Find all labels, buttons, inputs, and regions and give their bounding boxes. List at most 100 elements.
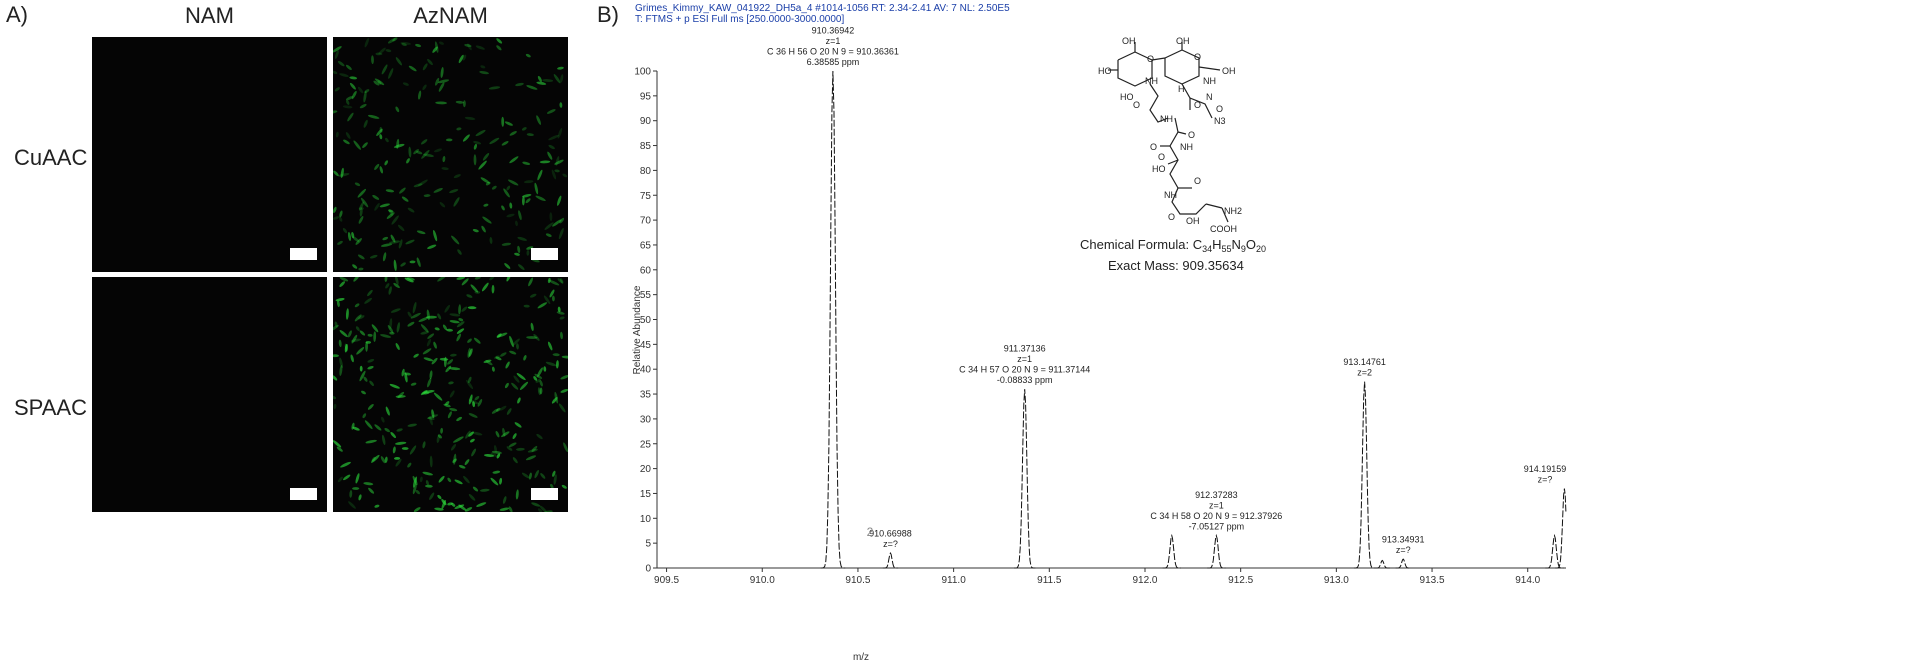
cell-mark [501, 242, 512, 246]
cell-mark [521, 472, 530, 479]
cell-mark [384, 160, 389, 166]
cell-mark [491, 284, 495, 294]
cell-mark [363, 482, 374, 486]
cell-mark [404, 372, 411, 376]
cell-mark [558, 227, 564, 240]
cell-mark [505, 361, 510, 369]
spectrum-peak [1395, 558, 1411, 569]
cell-mark [555, 360, 559, 369]
cell-mark [435, 77, 440, 86]
cell-mark [474, 396, 480, 401]
cell-mark [345, 308, 349, 320]
atom-label: O [1188, 130, 1195, 140]
spectrum-peak [820, 70, 846, 569]
cell-mark [427, 377, 432, 388]
atom-label: NH [1160, 114, 1173, 124]
cell-mark [390, 308, 401, 313]
cell-mark [508, 506, 513, 512]
y-tick-label: 30 [640, 414, 652, 425]
spectrum-peak [1207, 533, 1226, 569]
cell-mark [367, 403, 374, 410]
cell-mark [392, 37, 398, 42]
cell-mark [468, 348, 473, 357]
cell-mark [395, 343, 400, 350]
peak-annotation: 913.34931 [1382, 535, 1425, 545]
atom-label: OH [1176, 36, 1190, 46]
cell-mark [351, 231, 355, 239]
cell-mark [492, 470, 501, 474]
cell-mark [412, 476, 418, 488]
cell-mark [512, 338, 520, 346]
cell-mark [431, 357, 438, 365]
cell-mark [521, 127, 527, 131]
scale-bar [290, 248, 317, 260]
cell-mark [355, 238, 362, 245]
y-tick-label: 5 [645, 539, 651, 550]
cell-mark [354, 182, 361, 187]
cell-mark [490, 477, 499, 486]
cell-mark [445, 401, 450, 406]
cell-mark [477, 399, 483, 407]
cell-mark [433, 187, 443, 193]
cell-mark [515, 220, 518, 227]
cell-mark [552, 219, 562, 227]
x-tick-label: 911.5 [1037, 575, 1062, 586]
cell-mark [365, 439, 377, 444]
cell-mark [456, 277, 466, 280]
cell-mark [334, 50, 339, 59]
cell-mark [363, 119, 368, 128]
cell-mark [506, 277, 512, 282]
peak-annotation: z=1 [1017, 354, 1032, 364]
cell-mark [364, 297, 372, 304]
cell-mark [543, 366, 547, 372]
cell-mark [339, 277, 349, 282]
cell-mark [466, 294, 473, 298]
chart-axes: 909.5 910.0 910.5 911.0 911.5 912.0 912.5 913.0… [634, 67, 1566, 586]
cell-mark [456, 416, 462, 422]
cell-mark [432, 46, 438, 53]
cell-mark [453, 436, 464, 443]
micrograph-aznam-spaac [333, 277, 568, 512]
cell-mark [526, 250, 530, 256]
cell-mark [358, 215, 364, 224]
cell-mark [395, 458, 402, 467]
chart-peaks [820, 70, 1567, 569]
cell-mark [377, 80, 382, 85]
cell-mark [536, 81, 547, 85]
cell-mark [333, 375, 338, 381]
cell-mark [456, 127, 462, 131]
micrograph-nam-cuaac [92, 37, 327, 272]
cell-mark [539, 505, 547, 512]
micrograph-nam-spaac [92, 277, 327, 512]
cell-mark [427, 414, 439, 420]
cell-mark [407, 321, 415, 327]
cell-mark [352, 426, 360, 431]
spectrum-peak [882, 552, 899, 569]
cell-mark [442, 156, 446, 163]
cell-mark [408, 65, 417, 72]
y-axis-label: Relative Abundance [632, 285, 643, 374]
cell-mark [412, 301, 417, 314]
cell-mark [468, 394, 473, 405]
cell-mark [456, 321, 465, 328]
cell-mark [559, 278, 564, 284]
cell-mark [467, 306, 477, 310]
cell-mark [345, 64, 352, 71]
cell-mark [416, 150, 423, 155]
cell-mark [423, 194, 431, 198]
cell-mark [367, 114, 380, 119]
cell-mark [527, 448, 538, 453]
cell-mark [348, 501, 356, 509]
cell-mark [454, 479, 463, 485]
cell-mark [465, 507, 473, 512]
cell-mark [349, 76, 358, 80]
cell-mark [394, 277, 399, 285]
cell-mark [334, 87, 340, 92]
cell-mark [551, 169, 557, 180]
cell-mark [397, 224, 405, 232]
cell-mark [446, 328, 453, 332]
y-tick-label: 100 [634, 67, 651, 78]
cell-mark [364, 89, 370, 94]
cell-mark [496, 333, 502, 338]
cell-mark [504, 263, 511, 269]
